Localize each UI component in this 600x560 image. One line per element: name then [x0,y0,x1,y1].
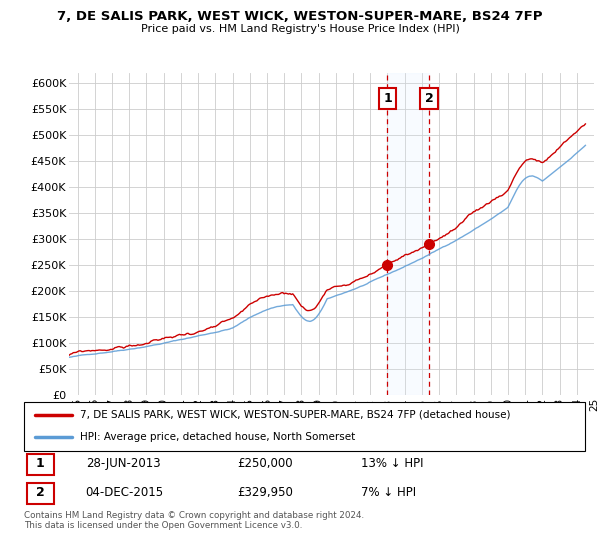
Bar [388,73,429,395]
Text: 28-JUN-2013: 28-JUN-2013 [86,458,160,470]
Text: 2: 2 [36,486,44,499]
Text: 04-DEC-2015: 04-DEC-2015 [86,486,164,499]
Text: 2: 2 [425,92,433,105]
Text: Contains HM Land Registry data © Crown copyright and database right 2024.
This d: Contains HM Land Registry data © Crown c… [24,511,364,530]
Text: 7, DE SALIS PARK, WEST WICK, WESTON-SUPER-MARE, BS24 7FP: 7, DE SALIS PARK, WEST WICK, WESTON-SUPE… [57,10,543,23]
Text: 1: 1 [383,92,392,105]
Text: £329,950: £329,950 [237,486,293,499]
Text: 7, DE SALIS PARK, WEST WICK, WESTON-SUPER-MARE, BS24 7FP (detached house): 7, DE SALIS PARK, WEST WICK, WESTON-SUPE… [80,410,511,420]
FancyBboxPatch shape [24,402,585,451]
FancyBboxPatch shape [27,483,54,503]
Text: 1: 1 [36,458,44,470]
Text: 13% ↓ HPI: 13% ↓ HPI [361,458,423,470]
Text: Price paid vs. HM Land Registry's House Price Index (HPI): Price paid vs. HM Land Registry's House … [140,24,460,34]
Text: 7% ↓ HPI: 7% ↓ HPI [361,486,416,499]
FancyBboxPatch shape [27,454,54,475]
Text: HPI: Average price, detached house, North Somerset: HPI: Average price, detached house, Nort… [80,432,355,442]
Text: £250,000: £250,000 [237,458,293,470]
